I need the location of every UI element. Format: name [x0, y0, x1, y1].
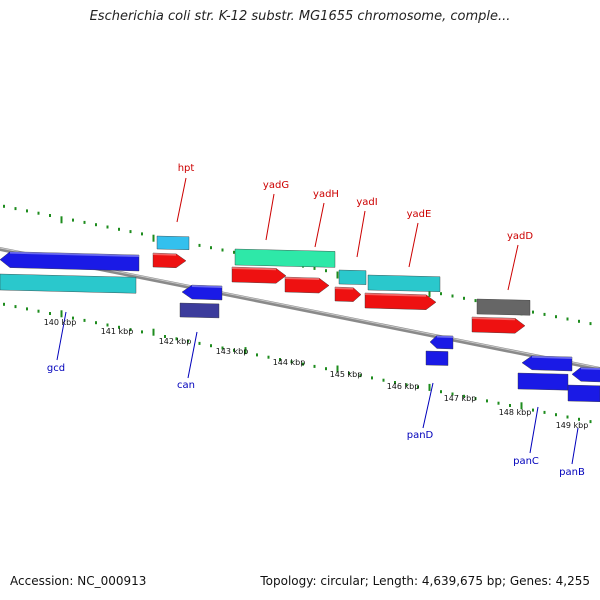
leader-line-yadG: [265, 193, 275, 241]
gene-bar-hpt: [156, 235, 190, 250]
accession-text: Accession: NC_000913: [10, 574, 147, 588]
leader-line-yadE: [408, 222, 419, 268]
gene-label-panD[interactable]: panD: [407, 430, 434, 441]
gene-bar-yadI-cds: [334, 286, 362, 302]
gene-label-yadH[interactable]: yadH: [313, 189, 339, 200]
leader-line-yadI: [356, 210, 366, 258]
gene-bar-hpt-cds-shine: [153, 253, 177, 256]
kbp-label: 141 kbp: [101, 327, 134, 336]
gene-label-yadG[interactable]: yadG: [263, 180, 289, 191]
kbp-label: 142 kbp: [159, 337, 192, 346]
leader-line-yadH: [314, 202, 325, 248]
gene-bar-yadE-cds-shine: [365, 293, 426, 297]
gene-bar-yadG: [234, 248, 336, 268]
gene-bar-panD-cds: [425, 350, 449, 366]
gene-bar-yadE-cds: [364, 292, 437, 310]
gene-bar-gcd-shine: [10, 251, 139, 257]
gene-bar-yadD: [476, 298, 531, 316]
leader-line-panD: [422, 382, 434, 429]
kbp-label: 145 kbp: [330, 370, 363, 379]
gene-bar-panB-cds: [567, 384, 600, 402]
gene-bar-panB-shine: [581, 367, 600, 370]
gene-bar-yadD-cds: [471, 316, 526, 334]
gene-bar-yadH: [284, 276, 330, 294]
gene-bar-can-shine: [192, 285, 222, 288]
map-title: Escherichia coli str. K-12 substr. MG165…: [89, 9, 511, 24]
gene-bar-yadE: [367, 274, 441, 292]
gene-label-panC[interactable]: panC: [513, 456, 539, 467]
gene-bar-panD: [429, 335, 454, 350]
gene-bar-yadH-shine: [285, 277, 319, 281]
kbp-labels: 140 kbp 141 kbp 142 kbp 143 kbp 144 kbp 145 k…: [44, 318, 589, 430]
gene-bar-panC-shine: [532, 355, 572, 359]
leader-line-can: [187, 331, 198, 379]
gene-bar-can: [181, 284, 223, 301]
gene-label-can[interactable]: can: [177, 380, 195, 391]
gene-bar-can-cds: [179, 302, 220, 319]
gene-bar-yadI-cds-shine: [335, 287, 354, 290]
kbp-label: 149 kbp: [556, 421, 589, 430]
gene-bar-panB: [571, 367, 600, 383]
kbp-label: 144 kbp: [273, 358, 306, 367]
gene-labels: hpt yadG yadH yadI yadE yadD gcd can panD panC pan…: [47, 163, 585, 478]
gene-label-yadI[interactable]: yadI: [356, 197, 377, 208]
gene-bar-yadG-cds-shine: [232, 267, 276, 271]
gene-bar-gcd-rna: [0, 273, 137, 294]
gene-label-gcd[interactable]: gcd: [47, 363, 65, 374]
leader-line-panC: [529, 406, 539, 454]
gene-label-hpt[interactable]: hpt: [178, 163, 195, 174]
gene-bar-panC-cds: [517, 372, 569, 391]
gene-bar-yadI: [338, 269, 367, 285]
leader-line-panB: [571, 427, 579, 465]
leader-line-yadD: [507, 244, 519, 291]
topology-text: Topology: circular; Length: 4,639,675 bp…: [260, 574, 590, 588]
gene-bar-hpt-cds: [152, 252, 187, 268]
gene-label-yadD[interactable]: yadD: [507, 231, 533, 242]
gene-bar-yadG-cds: [231, 266, 287, 284]
kbp-label: 140 kbp: [44, 318, 77, 327]
gene-bar-panC: [521, 355, 573, 372]
gene-label-yadE[interactable]: yadE: [407, 209, 432, 220]
kbp-label: 146 kbp: [387, 382, 420, 391]
leader-line-gcd: [56, 311, 67, 361]
kbp-label: 147 kbp: [444, 394, 477, 403]
kbp-label: 143 kbp: [216, 347, 249, 356]
gene-bar-yadD-cds-shine: [472, 317, 515, 321]
kbp-label: 148 kbp: [499, 408, 532, 417]
leader-line-hpt: [176, 177, 187, 223]
gene-bar-gcd: [0, 251, 140, 272]
gene-bar-panD-shine: [436, 335, 453, 338]
gene-label-panB[interactable]: panB: [559, 467, 585, 478]
gene-features: [0, 235, 600, 402]
